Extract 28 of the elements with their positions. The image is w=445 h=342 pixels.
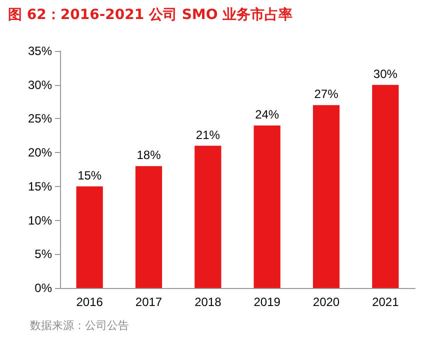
y-tick-label: 25% bbox=[28, 112, 52, 126]
y-tick-label: 5% bbox=[34, 247, 52, 262]
y-tick-label: 0% bbox=[34, 281, 52, 295]
x-tick-label: 2018 bbox=[194, 295, 222, 309]
bar bbox=[135, 166, 162, 288]
data-label: 27% bbox=[314, 87, 339, 102]
y-tick-label: 20% bbox=[28, 146, 52, 160]
data-label: 30% bbox=[373, 66, 398, 81]
y-tick-label: 35% bbox=[28, 44, 52, 58]
bar bbox=[76, 186, 103, 288]
bar bbox=[312, 105, 340, 288]
data-label: 18% bbox=[136, 148, 162, 162]
bar bbox=[254, 125, 280, 288]
y-tick-label: 10% bbox=[28, 213, 52, 228]
x-tick-label: 2021 bbox=[372, 295, 400, 309]
source-note: 数据来源：公司公告 bbox=[30, 318, 129, 333]
y-tick-label: 30% bbox=[28, 78, 52, 92]
chart-title: 图 62：2016-2021 公司 SMO 业务市占率 bbox=[8, 6, 293, 24]
x-tick-label: 2017 bbox=[135, 295, 162, 309]
x-tick-label: 2019 bbox=[254, 295, 281, 309]
data-label: 21% bbox=[196, 128, 220, 142]
bar bbox=[372, 84, 399, 288]
x-tick-label: 2016 bbox=[76, 295, 104, 309]
bar bbox=[194, 146, 222, 288]
x-tick-label: 2020 bbox=[312, 295, 340, 309]
data-label: 24% bbox=[255, 107, 280, 122]
y-tick-label: 15% bbox=[28, 179, 52, 194]
data-label: 15% bbox=[78, 168, 102, 182]
